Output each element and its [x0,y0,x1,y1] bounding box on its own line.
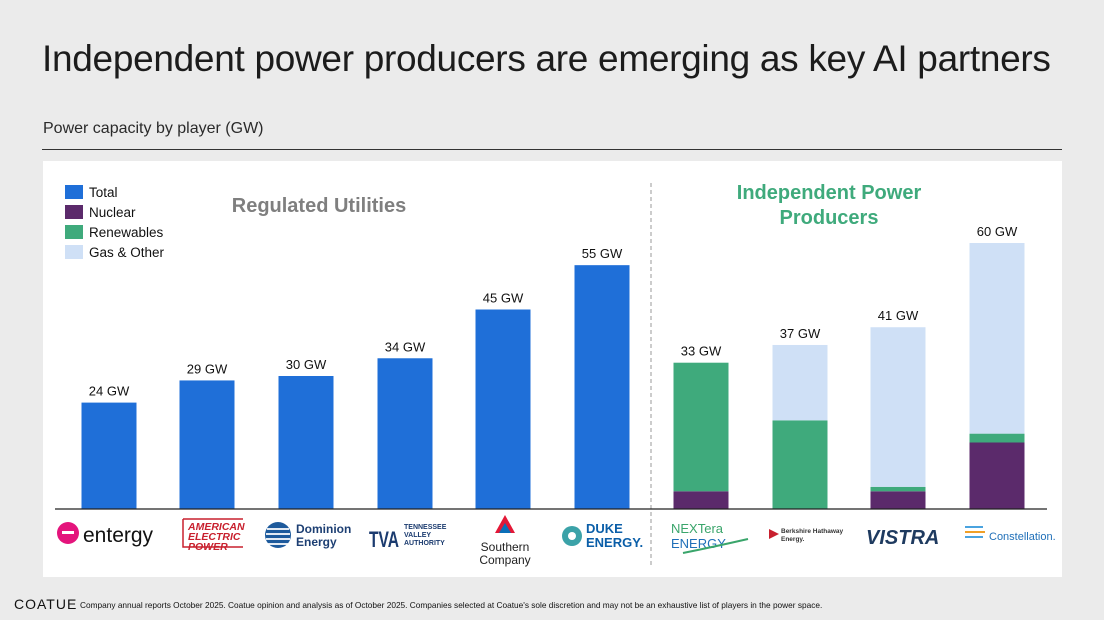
bar-renewables-7 [673,362,729,492]
bar-nuclear-7 [673,491,729,509]
value-label-6: 55 GW [582,246,623,261]
southern-company-logo: Southern Company [479,515,531,567]
aep-logo: AMERICAN ELECTRIC POWER [182,518,245,553]
svg-text:Company: Company [479,553,530,567]
constellation-logo: Constellation. [965,526,1056,543]
entergy-logo-text: entergy [83,524,154,547]
svg-text:ELECTRIC: ELECTRIC [188,531,241,543]
chart-panel: Total Nuclear Renewables Gas & Other Reg… [43,161,1062,577]
legend-label-total: Total [89,185,118,200]
bar-gas-other-10 [969,243,1025,434]
divider-line [42,149,1062,150]
svg-text:POWER: POWER [188,541,228,553]
svg-text:Energy.: Energy. [781,536,805,543]
footnote: Company annual reports October 2025. Coa… [80,600,823,610]
legend-label-gas-other: Gas & Other [89,245,165,260]
bars-layer: 24 GW 29 GW 30 GW 34 GW 45 GW 55 GW 33 GW 37 GW… [81,224,1025,509]
svg-text:ENERGY.: ENERGY. [586,535,643,550]
chart-subtitle: Power capacity by player (GW) [43,120,264,137]
bar-total-3 [278,376,334,509]
bar-total-1 [81,402,137,509]
value-label-8: 37 GW [780,326,821,341]
legend-swatch-gas-other [65,245,83,259]
legend-label-renewables: Renewables [89,225,164,240]
svg-text:AMERICAN: AMERICAN [187,521,245,533]
svg-text:VISTRA: VISTRA [866,527,939,549]
bar-total-4 [377,358,433,509]
svg-text:Energy: Energy [296,535,337,549]
bar-renewables-8 [772,420,828,509]
page-title: Independent power producers are emerging… [42,38,1051,79]
bar-nuclear-9 [870,491,926,509]
bar-total-2 [179,380,235,509]
svg-text:Southern: Southern [481,540,530,554]
svg-text:NEXTera: NEXTera [671,521,724,536]
svg-text:Berkshire Hathaway: Berkshire Hathaway [781,528,844,535]
brand-logo: COATUE [14,596,78,612]
berkshire-hathaway-energy-logo: Berkshire Hathaway Energy. [769,528,844,543]
value-label-4: 34 GW [385,339,426,354]
bar-renewables-9 [870,486,926,492]
value-label-9: 41 GW [878,308,919,323]
bar-total-5 [475,309,531,509]
vistra-logo: VISTRA [866,527,939,549]
bar-chart: Total Nuclear Renewables Gas & Other Reg… [55,182,1056,567]
nextera-energy-logo: NEXTera ENERGY [671,521,749,554]
value-label-1: 24 GW [89,384,130,399]
legend: Total Nuclear Renewables Gas & Other [65,185,165,260]
group-label-regulated: Regulated Utilities [232,195,406,217]
svg-text:TENNESSEE: TENNESSEE [404,524,447,531]
svg-text:VALLEY: VALLEY [404,532,431,539]
bar-nuclear-10 [969,442,1025,509]
svg-text:TVA: TVA [369,527,399,552]
svg-text:AUTHORITY: AUTHORITY [404,540,445,547]
dominion-logo: Dominion Energy [265,522,351,549]
value-label-2: 29 GW [187,361,228,376]
bar-total-6 [574,265,630,509]
svg-text:Constellation.: Constellation. [989,531,1056,543]
group-label-ipp-line1: Independent Power [737,182,922,204]
tva-logo: TVA TENNESSEE VALLEY AUTHORITY [369,524,447,552]
bar-gas-other-8 [772,344,828,421]
group-label-ipp-line2: Producers [780,207,879,229]
legend-swatch-total [65,185,83,199]
value-label-5: 45 GW [483,291,524,306]
legend-swatch-renewables [65,225,83,239]
value-label-3: 30 GW [286,357,327,372]
legend-swatch-nuclear [65,205,83,219]
svg-text:Dominion: Dominion [296,522,351,536]
legend-label-nuclear: Nuclear [89,205,136,220]
svg-text:ENERGY: ENERGY [671,536,726,551]
bar-renewables-10 [969,433,1025,443]
value-label-10: 60 GW [977,224,1018,239]
duke-energy-logo: DUKE ENERGY. [562,521,643,550]
svg-text:DUKE: DUKE [586,521,623,536]
bar-gas-other-9 [870,327,926,487]
entergy-logo: entergy [57,522,154,547]
value-label-7: 33 GW [681,344,722,359]
